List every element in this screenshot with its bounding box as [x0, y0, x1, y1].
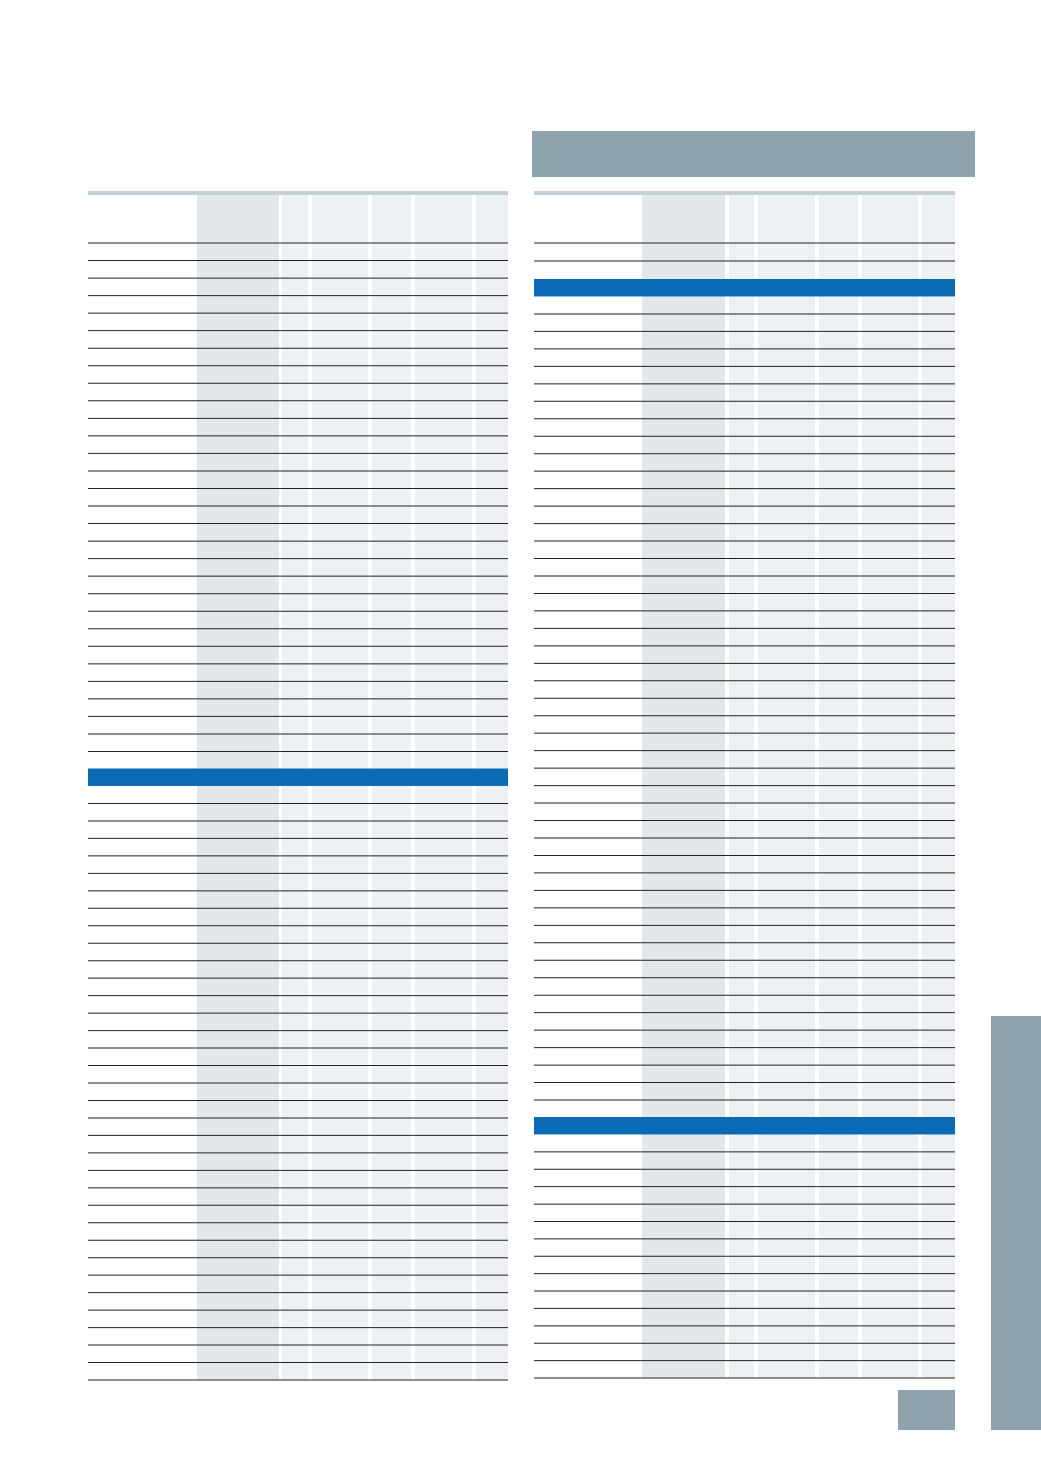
- section-bar: [534, 1117, 955, 1135]
- page-number-box: [898, 1390, 955, 1430]
- column-shade: [758, 191, 815, 1378]
- section-bar: [534, 279, 955, 297]
- section-bar: [88, 768, 508, 786]
- column-shade: [642, 191, 725, 1378]
- column-shade: [862, 191, 918, 1378]
- column-shade: [922, 191, 955, 1378]
- column-shade: [729, 191, 754, 1378]
- header-box: [532, 131, 975, 177]
- column-shade: [819, 191, 858, 1378]
- table-top-rule: [88, 191, 508, 195]
- table-top-rule: [534, 191, 955, 195]
- side-tab: [991, 1016, 1041, 1430]
